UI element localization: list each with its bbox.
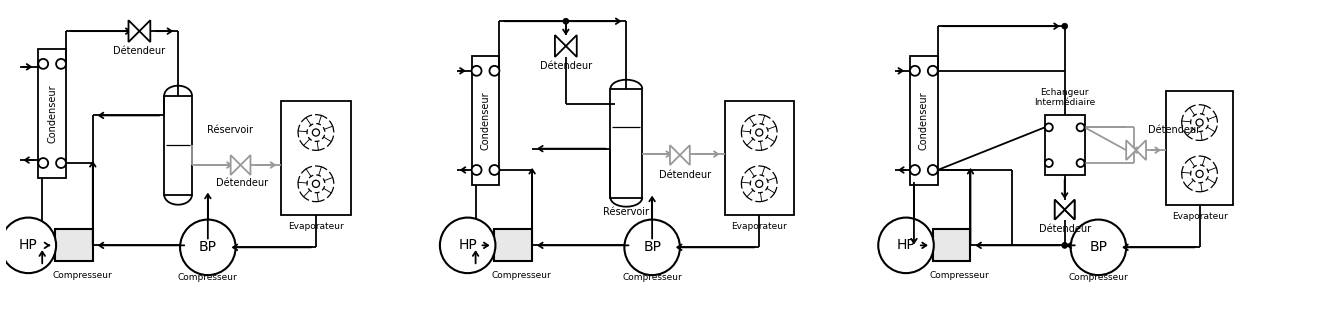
Text: Condenseur: Condenseur	[918, 91, 929, 150]
Circle shape	[1196, 170, 1203, 177]
Text: Evaporateur: Evaporateur	[288, 222, 344, 231]
Circle shape	[39, 59, 48, 69]
Polygon shape	[680, 145, 690, 165]
Circle shape	[312, 180, 319, 187]
Polygon shape	[555, 35, 566, 57]
Text: Détendeur: Détendeur	[216, 178, 268, 188]
Text: Réservoir: Réservoir	[603, 207, 649, 217]
Circle shape	[56, 59, 65, 69]
Circle shape	[910, 66, 920, 76]
Bar	[39, 49, 65, 178]
Bar	[910, 56, 937, 185]
Bar	[494, 229, 533, 261]
Circle shape	[471, 66, 482, 76]
Polygon shape	[128, 20, 139, 42]
Circle shape	[1061, 242, 1068, 248]
Circle shape	[756, 129, 762, 136]
Circle shape	[1061, 23, 1068, 29]
Bar	[471, 56, 499, 185]
Polygon shape	[566, 35, 577, 57]
Polygon shape	[670, 145, 680, 165]
Circle shape	[180, 219, 235, 275]
Circle shape	[312, 129, 319, 136]
Polygon shape	[231, 155, 240, 175]
Circle shape	[441, 218, 495, 273]
Text: Détendeur: Détendeur	[539, 61, 591, 71]
Text: Compresseur: Compresseur	[929, 270, 989, 280]
Bar	[933, 229, 971, 261]
Text: Compresseur: Compresseur	[178, 272, 238, 282]
Text: Condenseur: Condenseur	[47, 84, 57, 143]
Circle shape	[39, 158, 48, 168]
Circle shape	[1196, 119, 1203, 126]
Text: Détendeur: Détendeur	[1039, 224, 1091, 235]
Text: Evaporateur: Evaporateur	[732, 222, 788, 231]
Circle shape	[56, 158, 65, 168]
Polygon shape	[1065, 200, 1075, 219]
Bar	[1080, 232, 1117, 263]
Text: Compresseur: Compresseur	[1068, 272, 1128, 282]
Bar	[610, 89, 642, 198]
Polygon shape	[1127, 140, 1136, 160]
Polygon shape	[240, 155, 251, 175]
Circle shape	[625, 219, 680, 275]
Text: Compresseur: Compresseur	[52, 270, 112, 280]
Polygon shape	[1055, 200, 1065, 219]
Circle shape	[0, 218, 56, 273]
Text: BP: BP	[1089, 240, 1108, 254]
Circle shape	[471, 165, 482, 175]
Circle shape	[756, 180, 762, 187]
Circle shape	[490, 165, 499, 175]
Circle shape	[1076, 159, 1084, 167]
Bar	[1045, 116, 1084, 175]
Bar	[190, 232, 227, 263]
Circle shape	[1045, 159, 1053, 167]
Circle shape	[928, 66, 937, 76]
Circle shape	[910, 165, 920, 175]
Text: BP: BP	[199, 240, 216, 254]
Text: HP: HP	[897, 238, 916, 252]
Circle shape	[878, 218, 933, 273]
Text: Réservoir: Réservoir	[207, 125, 252, 135]
Polygon shape	[1065, 200, 1075, 219]
Circle shape	[490, 66, 499, 76]
Circle shape	[1045, 123, 1053, 131]
Text: Détendeur: Détendeur	[658, 170, 712, 180]
Polygon shape	[139, 20, 151, 42]
Circle shape	[1076, 123, 1084, 131]
Circle shape	[1071, 219, 1127, 275]
Text: Compresseur: Compresseur	[491, 270, 551, 280]
Text: Evaporateur: Evaporateur	[1172, 212, 1227, 221]
Bar	[725, 100, 794, 215]
Text: HP: HP	[19, 238, 37, 252]
Circle shape	[563, 18, 569, 24]
Text: HP: HP	[458, 238, 477, 252]
Bar	[164, 96, 192, 195]
Text: Condenseur: Condenseur	[481, 91, 490, 150]
Circle shape	[928, 165, 937, 175]
Bar	[55, 229, 93, 261]
Bar	[1165, 91, 1234, 205]
Text: BP: BP	[643, 240, 661, 254]
Text: Détendeur: Détendeur	[1148, 125, 1200, 135]
Bar	[633, 232, 672, 263]
Text: Détendeur: Détendeur	[113, 46, 166, 56]
Polygon shape	[1136, 140, 1145, 160]
Bar	[282, 100, 351, 215]
Text: Echangeur
Intermédiaire: Echangeur Intermédiaire	[1035, 88, 1095, 107]
Text: Compresseur: Compresseur	[622, 272, 682, 282]
Polygon shape	[1055, 200, 1065, 219]
